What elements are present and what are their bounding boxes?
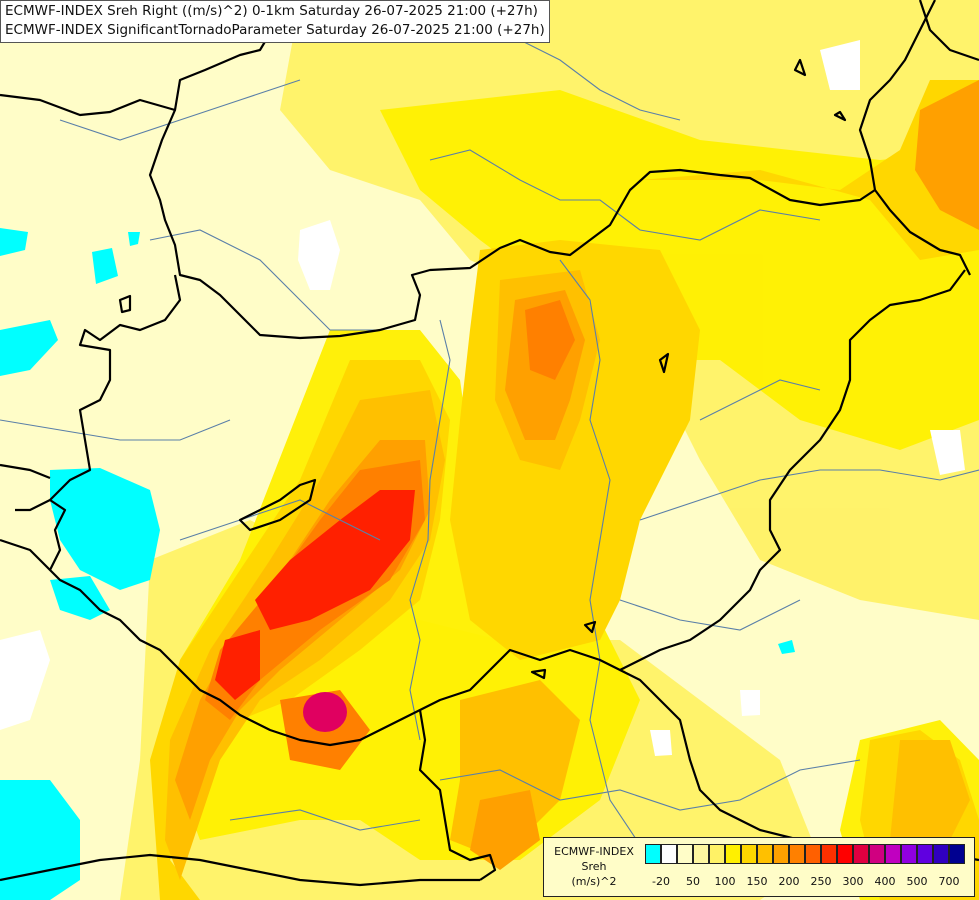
- shading-cyan: [0, 228, 795, 900]
- legend-swatch: [933, 844, 949, 864]
- color-legend: ECMWF-INDEX Sreh (m/s)^2 -20 50 100 150 200 2…: [543, 837, 975, 897]
- legend-swatch: [901, 844, 917, 864]
- legend-tick-label: 400: [874, 875, 896, 888]
- map-title-line-2: ECMWF-INDEX SignificantTornadoParameter …: [5, 22, 545, 38]
- legend-swatch: [949, 844, 965, 864]
- legend-swatch: [885, 844, 901, 864]
- legend-swatch: [821, 844, 837, 864]
- rivers: [0, 39, 979, 861]
- legend-swatch: [773, 844, 789, 864]
- legend-swatch: [789, 844, 805, 864]
- legend-tick-label: 500: [906, 875, 928, 888]
- legend-swatch: [837, 844, 853, 864]
- legend-swatch: [661, 844, 677, 864]
- legend-tick-labels: -20 50 100 150 200 250 300 400 500 700: [645, 875, 975, 889]
- shading-white: [0, 40, 965, 756]
- legend-tick-label: -20: [652, 875, 670, 888]
- legend-swatch: [645, 844, 661, 864]
- legend-swatch: [741, 844, 757, 864]
- legend-swatch: [693, 844, 709, 864]
- map-title-line-1: ECMWF-INDEX Sreh Right ((m/s)^2) 0-1km S…: [5, 3, 538, 19]
- legend-color-bar: [645, 844, 965, 864]
- legend-tick-label: 250: [810, 875, 832, 888]
- shading-red: [215, 490, 415, 700]
- legend-swatch: [869, 844, 885, 864]
- legend-swatch: [853, 844, 869, 864]
- shading-magenta: [303, 692, 347, 732]
- map-title-box: ECMWF-INDEX Sreh Right ((m/s)^2) 0-1km S…: [0, 0, 550, 43]
- legend-swatch: [757, 844, 773, 864]
- legend-tick-label: 200: [778, 875, 800, 888]
- legend-title-line-2: Sreh: [581, 860, 607, 873]
- legend-tick-label: 100: [714, 875, 736, 888]
- legend-swatch: [709, 844, 725, 864]
- legend-swatch: [725, 844, 741, 864]
- legend-title-line-1: ECMWF-INDEX: [554, 845, 634, 858]
- legend-title-line-3: (m/s)^2: [571, 875, 617, 888]
- legend-swatch: [917, 844, 933, 864]
- legend-tick-label: 300: [842, 875, 864, 888]
- legend-tick-label: 50: [686, 875, 700, 888]
- legend-tick-label: 150: [746, 875, 768, 888]
- legend-title: ECMWF-INDEX Sreh (m/s)^2: [546, 844, 642, 889]
- legend-swatch: [805, 844, 821, 864]
- legend-swatch: [677, 844, 693, 864]
- legend-tick-label: 700: [938, 875, 960, 888]
